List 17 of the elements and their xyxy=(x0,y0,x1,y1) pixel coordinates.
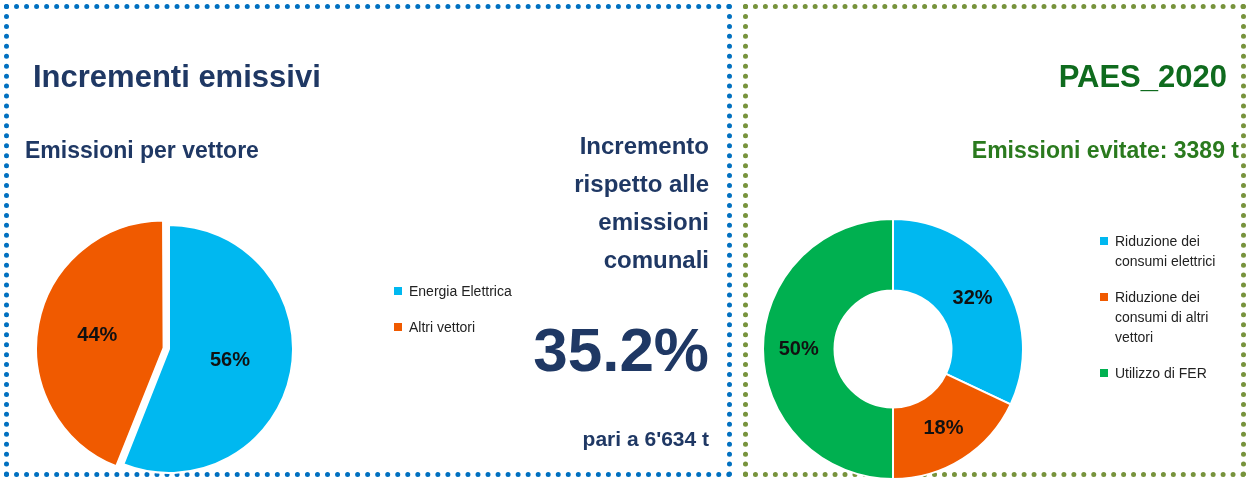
data-label: 56% xyxy=(209,348,251,371)
data-label: 32% xyxy=(952,286,993,309)
chart-title: PAES_2020 xyxy=(1058,59,1227,95)
text: 35.2% xyxy=(532,315,709,385)
text: Incremento rispetto alle emissioni comunali xyxy=(573,131,709,275)
legend-label: Riduzione dei consumi elettrici xyxy=(1115,232,1217,271)
legend-label: Utilizzo di FER xyxy=(1115,364,1207,383)
chart-subtitle: Emissioni per vettore xyxy=(25,137,259,164)
legend-label: Altri vettori xyxy=(409,318,476,337)
legend-label: Riduzione dei consumi di altri vettori xyxy=(1115,288,1210,347)
data-label: 44% xyxy=(77,322,118,345)
data-label: 50% xyxy=(778,336,819,359)
legend-label: Energia Elettrica xyxy=(409,282,512,301)
chart-title: Incrementi emissivi xyxy=(33,59,321,95)
text: pari a 6'634 t xyxy=(581,427,709,451)
chart-subtitle: Emissioni evitate: 3389 t xyxy=(971,137,1239,164)
data-label: 18% xyxy=(923,416,964,439)
